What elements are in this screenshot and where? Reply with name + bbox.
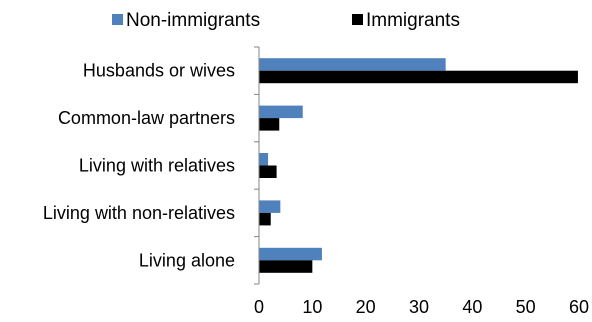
bars (259, 58, 578, 273)
bar-1-3 (259, 212, 271, 226)
bar-0-4 (259, 247, 322, 261)
bar-1-0 (259, 70, 578, 84)
bar-1-4 (259, 260, 313, 273)
x-tick-label-5: 50 (516, 297, 536, 317)
x-tick-labels: 0 10 20 30 40 50 60 (254, 297, 589, 317)
category-label-0: Husbands or wives (83, 61, 235, 81)
bar-0-2 (259, 153, 269, 166)
legend-swatch-0 (112, 14, 123, 25)
category-label-3: Living with non-relatives (43, 203, 235, 223)
legend-swatch-1 (352, 14, 363, 25)
legend-label-1: Immigrants (366, 10, 460, 31)
category-label-1: Common-law partners (58, 108, 235, 128)
category-labels: Husbands or wives Common-law partners Livi… (43, 61, 235, 271)
legend: Non-immigrants Immigrants (112, 10, 460, 31)
x-tick-label-2: 20 (356, 297, 376, 317)
x-tick-label-4: 40 (462, 297, 482, 317)
category-label-4: Living alone (139, 250, 235, 270)
bar-1-2 (259, 165, 277, 178)
bar-0-0 (259, 58, 446, 71)
bar-1-1 (259, 118, 280, 131)
x-tick-label-6: 60 (569, 297, 589, 317)
x-tick-label-1: 10 (302, 297, 322, 317)
bar-0-1 (259, 105, 303, 119)
x-tick-label-3: 30 (409, 297, 429, 317)
category-label-2: Living with relatives (79, 156, 235, 176)
x-tick-label-0: 0 (254, 297, 264, 317)
legend-label-0: Non-immigrants (126, 10, 260, 31)
axes (254, 46, 260, 285)
bar-0-3 (259, 200, 281, 213)
